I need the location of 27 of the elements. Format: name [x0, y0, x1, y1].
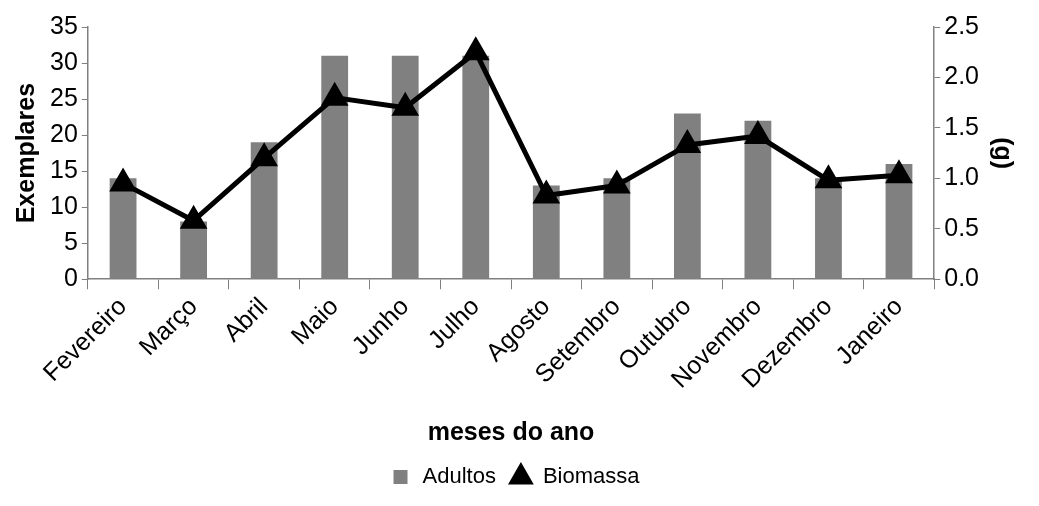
y2-tick-label: 1.0 [944, 162, 980, 191]
y2-tick-label: 2.0 [944, 61, 980, 90]
y-tick-label: 25 [50, 82, 78, 111]
y2-tick-label: 2.5 [944, 10, 980, 39]
point [814, 164, 843, 189]
y-tick-label: 15 [50, 155, 78, 184]
point [462, 36, 490, 61]
y-tick-label: 35 [50, 10, 78, 39]
y2-axis-title: (g) [990, 137, 1019, 170]
point [250, 142, 278, 167]
legend-label: Biomassa [542, 463, 641, 489]
y2-tick-label: 1.5 [944, 111, 980, 140]
point [885, 159, 913, 184]
x-axis-title: meses do ano [427, 416, 595, 445]
point [109, 167, 136, 192]
legend-label: Adultos [422, 463, 496, 489]
y-tick-label: 20 [50, 118, 78, 147]
point [603, 169, 631, 194]
y-tick-label: 30 [50, 46, 78, 75]
y2-tick-label: 0.0 [944, 263, 980, 292]
y-tick-label: 5 [63, 227, 78, 256]
point [675, 129, 701, 154]
y-tick-label: 10 [50, 191, 78, 220]
y-axis-title: Exemplares [10, 82, 39, 224]
y2-tick-label: 0.5 [944, 212, 980, 241]
y-tick-label: 0 [63, 263, 78, 292]
point [532, 179, 560, 204]
